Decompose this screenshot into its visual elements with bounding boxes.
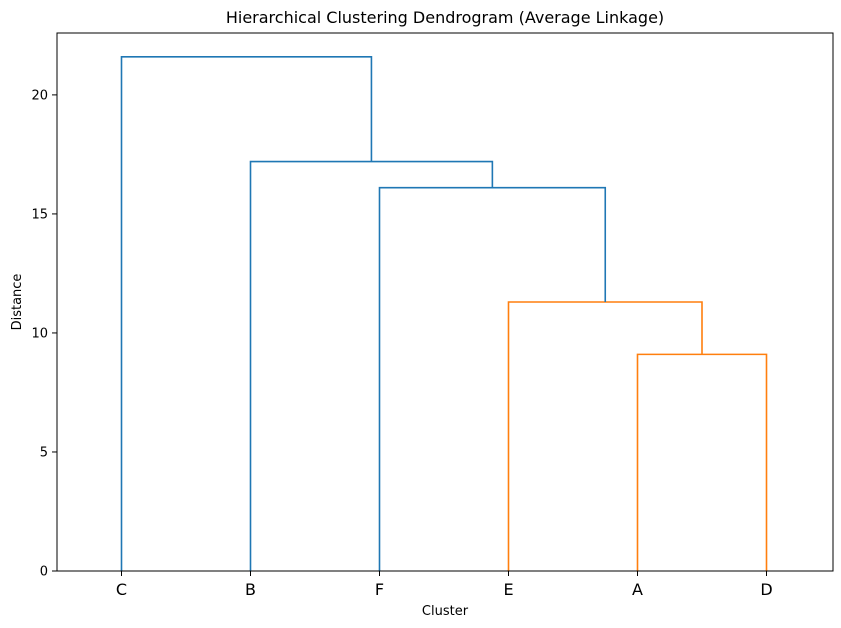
leaf-label-A: A — [632, 580, 643, 599]
dendrogram-links — [120, 56, 768, 571]
dendrogram-link-3 — [378, 186, 607, 571]
y-tick-label: 15 — [31, 207, 48, 222]
y-axis-title: Distance — [10, 274, 25, 331]
y-tick-label: 20 — [31, 88, 48, 103]
leaf-label-C: C — [116, 580, 127, 599]
leaf-label-D: D — [760, 580, 772, 599]
plot-frame — [56, 32, 834, 572]
x-axis-title: Cluster — [422, 604, 469, 619]
leaf-label-B: B — [245, 580, 256, 599]
dendrogram-link-5 — [120, 56, 373, 571]
y-tick-label: 0 — [40, 565, 48, 580]
y-axis-ticks: 0 5 10 15 20 — [31, 88, 57, 580]
dendrogram-link-4 — [249, 160, 494, 571]
dendrogram-link-1 — [636, 353, 768, 571]
y-tick-label: 5 — [40, 445, 48, 460]
leaf-label-E: E — [503, 580, 513, 599]
chart-title: Hierarchical Clustering Dendrogram (Aver… — [226, 8, 664, 27]
leaf-label-F: F — [375, 580, 384, 599]
y-tick-label: 10 — [31, 326, 48, 341]
